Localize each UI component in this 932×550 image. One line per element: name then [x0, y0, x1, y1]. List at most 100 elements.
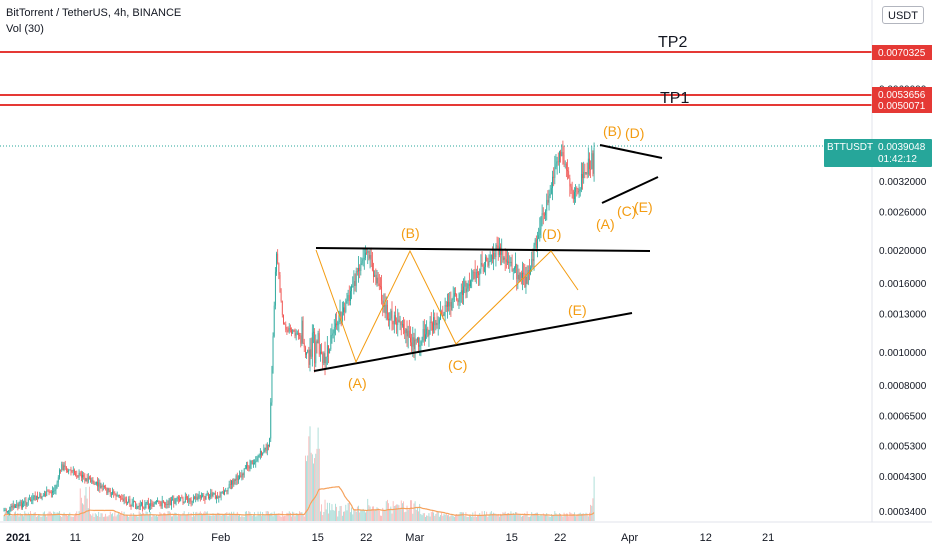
candle-body: [70, 469, 72, 472]
volume-bar: [503, 512, 505, 521]
time-tick-label: 21: [762, 532, 774, 544]
volume-bar: [55, 513, 57, 521]
volume-bar: [248, 511, 250, 521]
volume-bar: [53, 511, 55, 521]
candle-body: [354, 281, 356, 286]
volume-bar: [423, 513, 425, 521]
volume-bar: [462, 512, 463, 521]
volume-bar: [562, 516, 564, 521]
volume-bar: [574, 512, 575, 521]
candle-body: [292, 329, 294, 334]
candle-body: [293, 329, 295, 332]
time-axis[interactable]: [0, 522, 932, 550]
candle-body: [554, 166, 556, 178]
candle-body: [55, 485, 57, 490]
volume-bar: [84, 495, 86, 521]
volume-bar: [500, 513, 501, 521]
candle-body: [132, 500, 134, 503]
volume-bar: [131, 516, 133, 521]
volume-bar: [227, 516, 229, 521]
volume-bar: [519, 514, 521, 521]
candle-body: [580, 173, 582, 190]
volume-bar: [17, 513, 19, 521]
volume-bar: [420, 513, 422, 521]
candle-body: [164, 502, 165, 504]
volume-bar: [198, 512, 200, 521]
candle-body: [69, 469, 71, 471]
candle-body: [417, 337, 418, 340]
small-triangle-lower-trendline[interactable]: [601, 176, 659, 204]
candle-body: [48, 491, 50, 493]
tp1-high-price-text: 0.0053656: [878, 90, 926, 101]
volume-bar: [401, 503, 403, 521]
volume-bar: [172, 516, 173, 521]
volume-bar: [280, 516, 282, 521]
volume-bar: [571, 513, 573, 521]
candle-body: [153, 503, 155, 507]
triangle-lower-trendline[interactable]: [313, 312, 633, 372]
volume-bar: [433, 512, 434, 521]
candle-body: [197, 497, 199, 500]
candle-body: [589, 158, 590, 170]
candle-body: [502, 250, 504, 261]
volume-bar: [456, 513, 458, 521]
volume-bar: [553, 515, 555, 521]
candle-body: [488, 261, 490, 266]
volume-bar: [339, 506, 341, 521]
volume-bar: [432, 511, 433, 521]
candle-body: [442, 313, 444, 316]
candle-body: [452, 296, 454, 300]
candle-body: [411, 342, 413, 347]
volume-bar: [8, 514, 10, 521]
volume-bar: [492, 513, 493, 521]
volume-bar: [591, 505, 593, 521]
volume-bar: [322, 515, 324, 521]
candle-body: [35, 495, 37, 500]
candle-body: [182, 498, 184, 504]
triangle-upper-trendline[interactable]: [315, 247, 651, 252]
volume-bar: [351, 507, 352, 521]
candle-body: [425, 334, 426, 341]
volume-bar: [388, 503, 389, 521]
candle-body: [341, 312, 343, 322]
candle-body: [421, 340, 423, 342]
volume-bar: [288, 511, 290, 521]
candle-body: [430, 321, 432, 324]
volume-bar: [398, 505, 400, 521]
volume-bar: [333, 510, 335, 521]
volume-bar: [458, 514, 460, 521]
candle-body: [179, 499, 180, 501]
candle-body: [576, 188, 578, 189]
volume-bar: [223, 514, 224, 521]
volume-bar: [135, 515, 137, 521]
candle-body: [572, 190, 574, 200]
volume-bar: [380, 515, 381, 521]
candle-body: [471, 279, 473, 281]
volume-bar: [555, 513, 557, 521]
candle-body: [75, 473, 76, 476]
volume-bar: [365, 512, 366, 521]
volume-bar: [465, 512, 467, 521]
candle-body: [281, 301, 283, 315]
candle-body: [49, 492, 51, 494]
candle-body: [145, 503, 147, 505]
currency-button[interactable]: USDT: [882, 6, 924, 24]
volume-bar: [23, 516, 25, 521]
volume-bar: [173, 514, 175, 521]
volume-bar: [110, 514, 112, 521]
candle-body: [412, 337, 414, 347]
candle-body: [167, 504, 169, 505]
candle-body: [493, 252, 495, 260]
volume-bar: [92, 513, 94, 521]
volume-bar: [190, 512, 192, 521]
volume-bar: [212, 513, 214, 521]
volume-bar: [306, 461, 307, 521]
small-triangle-upper-trendline[interactable]: [599, 144, 663, 159]
volume-bar: [147, 514, 149, 521]
volume-bar: [235, 514, 237, 521]
volume-bar: [261, 516, 262, 521]
volume-bar: [184, 514, 186, 521]
volume-bar: [490, 511, 492, 521]
volume-bar: [144, 514, 146, 521]
